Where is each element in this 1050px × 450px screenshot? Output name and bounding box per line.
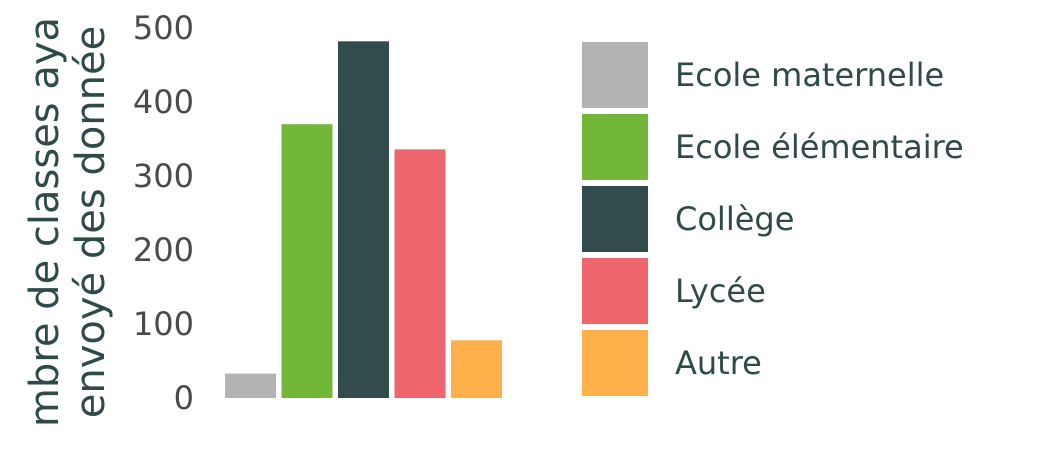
y-tick-label: 500 — [133, 9, 194, 47]
y-tick-label: 400 — [133, 83, 194, 121]
y-tick-label: 200 — [133, 231, 194, 269]
legend-label: Collège — [675, 200, 794, 238]
y-axis-title-line-2: envoyé des donnée — [68, 26, 114, 418]
legend-label: Lycée — [675, 272, 766, 310]
bar — [451, 340, 502, 398]
legend-key — [582, 330, 648, 396]
legend-label: Ecole maternelle — [675, 56, 944, 94]
legend-label: Autre — [675, 344, 762, 382]
legend-key — [582, 186, 648, 252]
y-axis-ticks: 0 100 200 300 400 500 — [133, 9, 194, 417]
bar — [281, 124, 333, 398]
bar — [225, 373, 276, 398]
y-axis-title: mbre de classes aya envoyé des donnée — [22, 17, 114, 427]
legend-label: Ecole élémentaire — [675, 128, 964, 166]
bar — [394, 149, 446, 398]
bar — [338, 41, 389, 398]
legend-key — [582, 114, 648, 180]
legend-key — [582, 42, 648, 108]
y-tick-label: 100 — [133, 305, 194, 343]
y-tick-label: 300 — [133, 157, 194, 195]
y-axis-title-line-1: mbre de classes aya — [22, 17, 68, 427]
legend: Ecole maternelle Ecole élémentaire Collège… — [582, 42, 964, 396]
y-tick-label: 0 — [174, 379, 194, 417]
bars — [225, 41, 502, 398]
legend-key — [582, 258, 648, 324]
